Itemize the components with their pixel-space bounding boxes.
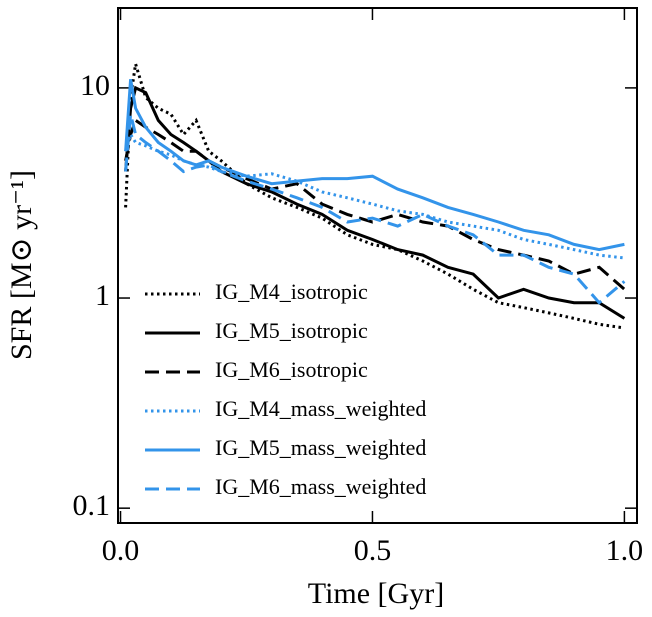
- y-tick-label: 1: [95, 279, 110, 312]
- legend-label: IG_M4_mass_weighted: [215, 396, 426, 421]
- series-line: [124, 78, 625, 252]
- x-tick-label: 0.0: [102, 534, 140, 567]
- legend-label: IG_M4_isotropic: [215, 279, 368, 304]
- series-line: [124, 118, 626, 291]
- legend-label: IG_M6_mass_weighted: [215, 474, 426, 499]
- series-line: [124, 85, 626, 320]
- x-tick-label: 1.0: [606, 534, 644, 567]
- x-tick-label: 0.5: [354, 534, 392, 567]
- y-axis-label: SFR [M⊙ yr⁻¹]: [5, 170, 38, 360]
- x-axis-label: Time [Gyr]: [308, 577, 444, 610]
- y-tick-label: 10: [80, 69, 110, 102]
- y-tick-label: 0.1: [73, 489, 111, 522]
- legend-label: IG_M6_isotropic: [215, 357, 368, 382]
- series-line: [124, 113, 626, 305]
- plot-frame: [117, 7, 638, 524]
- legend-label: IG_M5_mass_weighted: [215, 435, 426, 460]
- legend-label: IG_M5_isotropic: [215, 318, 368, 343]
- series-line: [124, 63, 625, 330]
